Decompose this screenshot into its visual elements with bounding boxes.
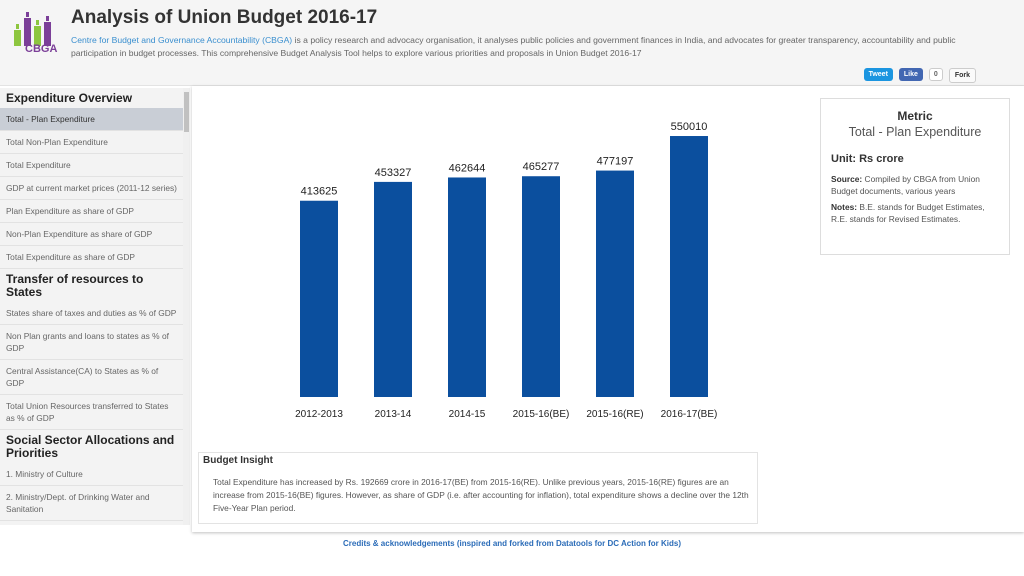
- notes-label: Notes:: [831, 202, 858, 212]
- description-text: is a policy research and advocacy organi…: [71, 35, 956, 58]
- scroll-thumb[interactable]: [184, 92, 189, 132]
- x-tick-label: 2016-17(BE): [661, 409, 718, 420]
- sidebar: Expenditure Overview Total - Plan Expendi…: [0, 88, 183, 525]
- x-tick-label: 2015-16(RE): [586, 409, 643, 420]
- menu-item[interactable]: Central Assistance(CA) to States as % of…: [0, 360, 183, 395]
- source: Source: Compiled by CBGA from Union Budg…: [831, 173, 999, 197]
- scrollbar[interactable]: [183, 88, 190, 525]
- section-title: Transfer of resources to States: [6, 272, 144, 299]
- value-label: 413625: [301, 186, 338, 198]
- menu-item[interactable]: Total Expenditure: [0, 154, 183, 177]
- x-tick-label: 2012-2013: [295, 409, 343, 420]
- source-text: Compiled by CBGA from Union Budget docum…: [831, 174, 980, 196]
- like-button[interactable]: Like: [898, 68, 923, 81]
- menu-item[interactable]: Non Plan grants and loans to states as %…: [0, 325, 183, 360]
- header: CBGA Analysis of Union Budget 2016-17 Ce…: [0, 0, 1024, 86]
- metric-heading: Metric: [897, 109, 933, 123]
- menu-item[interactable]: 2. Ministry/Dept. of Drinking Water and …: [0, 486, 183, 521]
- source-label: Source:: [831, 174, 863, 184]
- x-tick-label: 2015-16(BE): [513, 409, 570, 420]
- insight-text: Total Expenditure has increased by Rs. 1…: [213, 477, 749, 513]
- cbga-link[interactable]: Centre for Budget and Governance Account…: [71, 35, 293, 45]
- value-label: 465277: [523, 161, 560, 173]
- metric-name: Total - Plan Expenditure: [848, 125, 982, 139]
- unit: Unit: Rs crore: [831, 153, 904, 165]
- menu-item[interactable]: Total - Plan Expenditure: [0, 108, 183, 131]
- section-title: Expenditure Overview: [6, 91, 133, 105]
- notes: Notes: B.E. stands for Budget Estimates,…: [831, 201, 999, 225]
- x-tick-label: 2013-14: [375, 409, 412, 420]
- insight-box: Budget Insight Total Expenditure has inc…: [198, 452, 758, 524]
- notes-text: B.E. stands for Budget Estimates, R.E. s…: [831, 202, 985, 224]
- tweet-button[interactable]: Tweet: [863, 68, 893, 81]
- logo-text: CBGA: [25, 43, 58, 55]
- bar: [522, 176, 560, 397]
- menu-item[interactable]: Plan Expenditure as share of GDP: [0, 200, 183, 223]
- chart: 2012-2013 413625 2013-14 453327 2014-15 46264…: [295, 121, 718, 420]
- bar: [670, 136, 708, 397]
- menu-item[interactable]: Total Non-Plan Expenditure: [0, 131, 183, 154]
- menu-item[interactable]: 3. Ministry of Health and Family Welfare: [0, 521, 183, 525]
- bar: [596, 170, 634, 397]
- menu-item[interactable]: 1. Ministry of Culture: [0, 463, 183, 486]
- bar: [374, 181, 412, 397]
- menu-item[interactable]: States share of taxes and duties as % of…: [0, 302, 183, 325]
- social-buttons: Tweet Like 0 Fork: [863, 68, 976, 83]
- logo-icon: [14, 12, 51, 46]
- description: Centre for Budget and Governance Account…: [71, 34, 971, 60]
- insight-title: Budget Insight: [203, 455, 273, 466]
- value-label: 453327: [375, 167, 412, 179]
- menu-item[interactable]: GDP at current market prices (2011-12 se…: [0, 177, 183, 200]
- value-label: 477197: [597, 156, 634, 168]
- menu-item[interactable]: Non-Plan Expenditure as share of GDP: [0, 223, 183, 246]
- bar: [448, 177, 486, 397]
- menu-item[interactable]: Total Expenditure as share of GDP: [0, 246, 183, 269]
- menu-item[interactable]: Total Union Resources transferred to Sta…: [0, 395, 183, 430]
- page-title: Analysis of Union Budget 2016-17: [71, 7, 378, 28]
- section-title: Social Sector Allocations and Priorities: [6, 433, 175, 460]
- x-tick-label: 2014-15: [449, 409, 486, 420]
- value-label: 550010: [671, 121, 708, 133]
- metric-panel: Metric Total - Plan Expenditure Unit: Rs…: [820, 98, 1010, 255]
- like-count: 0: [928, 68, 943, 81]
- value-label: 462644: [449, 162, 486, 174]
- fork-button[interactable]: Fork: [948, 68, 976, 83]
- footer-credits[interactable]: Credits & acknowledgements (inspired and…: [343, 539, 681, 548]
- bar: [300, 200, 338, 397]
- main-panel: 2012-2013 413625 2013-14 453327 2014-15 46264…: [192, 86, 1024, 532]
